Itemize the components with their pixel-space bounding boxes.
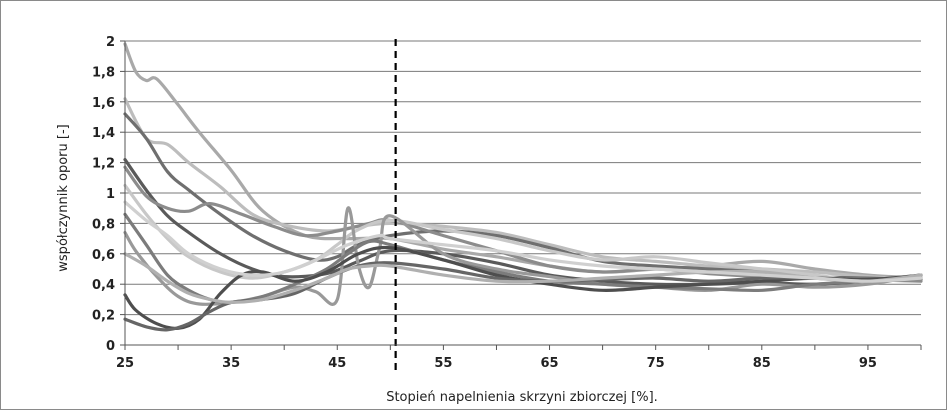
series-line-6 [123,183,923,283]
x-tick-label: 25 [116,356,134,371]
series-line-11 [123,252,923,304]
x-tick-label: 55 [434,356,452,371]
series-line-9 [123,245,923,331]
x-tick-label: 65 [540,356,558,371]
y-tick-label: 1,8 [92,65,115,80]
y-tick-label: 0 [106,339,115,354]
y-tick-label: 0,4 [92,278,115,293]
x-tick-label: 45 [328,356,346,371]
series-line-12 [123,200,923,283]
series-line-10 [123,261,923,332]
x-tick-label: 35 [222,356,240,371]
series-lines [123,42,923,332]
y-tick-label: 2 [106,35,115,50]
y-tick-label: 0,6 [92,248,115,263]
y-tick-label: 0,2 [92,309,115,324]
x-axis-title: Stopień napelnienia skrzyni zbiorczej [%… [386,390,658,405]
axes [120,40,922,350]
gridlines [125,40,921,316]
y-tick-label: 1 [106,187,115,202]
x-tick-label: 95 [859,356,877,371]
y-tick-labels: 0 0,2 0,4 0,6 0,8 1 1,2 1,4 1,6 1,8 2 [92,35,115,354]
y-axis-title: współczynnik oporu [-] [56,124,71,271]
series-line-1 [123,42,923,280]
y-tick-label: 0,8 [92,217,115,232]
x-tick-label: 75 [647,356,665,371]
x-tick-labels: 25 35 45 55 65 75 85 95 [116,356,877,371]
y-tick-label: 1,6 [92,96,115,111]
y-tick-label: 1,2 [92,157,115,172]
y-tick-label: 1,4 [92,126,115,141]
x-tick-label: 85 [753,356,771,371]
series-line-5 [123,165,923,283]
